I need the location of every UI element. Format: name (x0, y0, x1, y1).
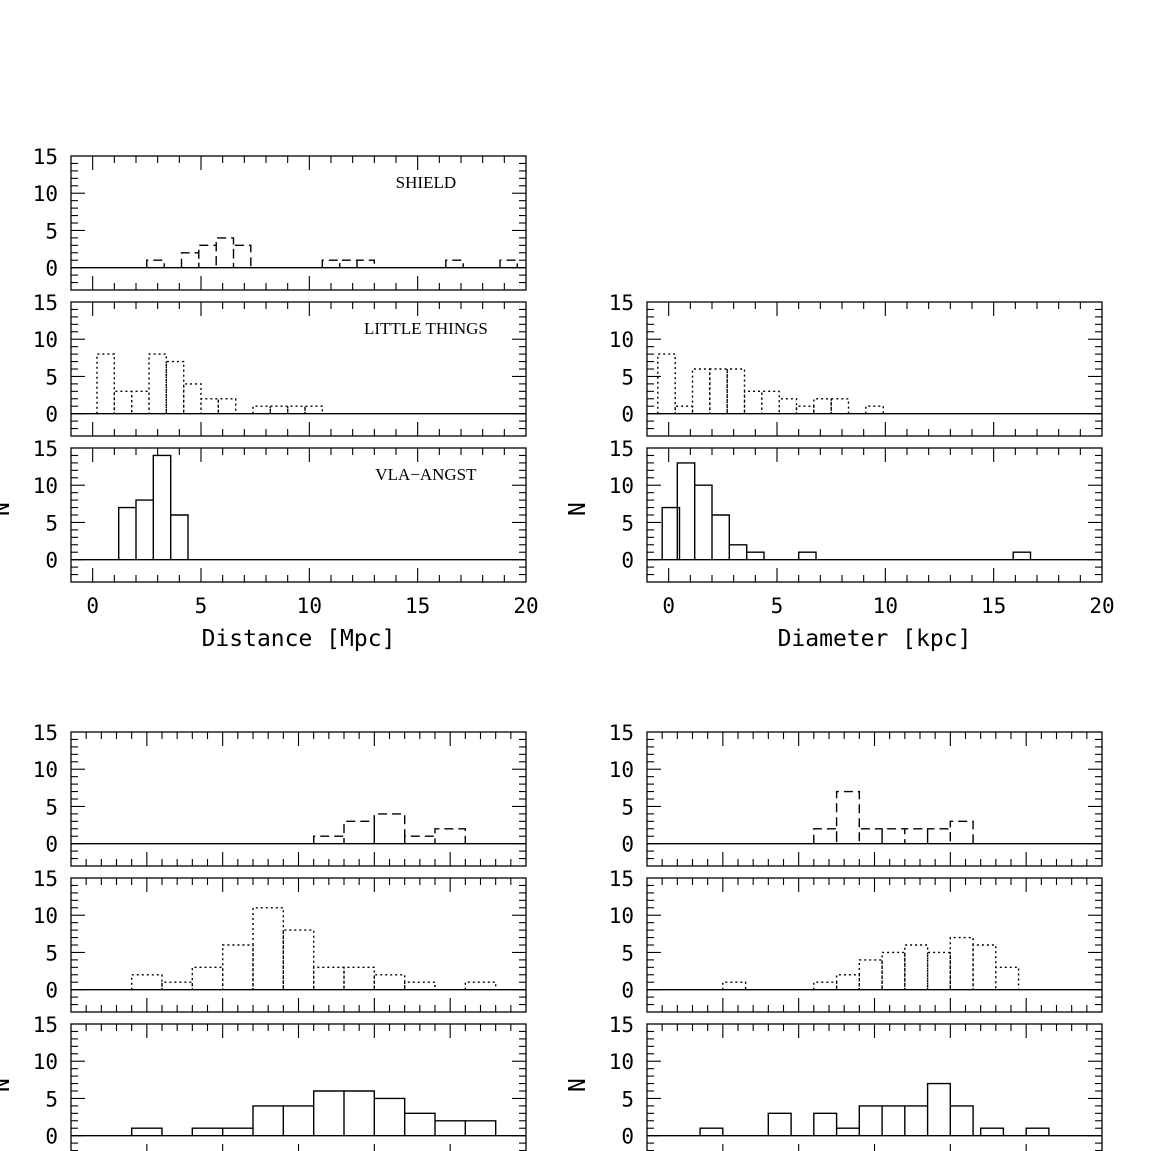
panel-bottom-left-1: 0 5 10 15 (33, 721, 527, 867)
histogram-series (131, 1090, 497, 1136)
y-tick-label: 10 (609, 328, 634, 352)
y-tick-label: 15 (33, 1013, 58, 1037)
x-tick-label: 20 (1089, 594, 1114, 618)
y-tick-label: 15 (609, 721, 634, 745)
panel-title: VLA−ANGST (375, 465, 477, 484)
chart-diameter: 0 5 10 15 0 5 10 15 0 5 10 15 20 Diameter [kpc] N (565, 291, 1115, 652)
y-axis-title: N (0, 1078, 15, 1092)
y-tick-label: 10 (609, 904, 634, 928)
panel-distance-1: 0 5 10 15 SHIELD (33, 145, 527, 291)
x-tick-label: 5 (195, 594, 208, 618)
y-tick-label: 10 (33, 328, 58, 352)
y-tick-label: 0 (45, 403, 58, 427)
y-tick-label: 5 (621, 941, 634, 965)
y-tick-label: 5 (621, 365, 634, 389)
y-tick-label: 0 (45, 1125, 58, 1149)
y-tick-label: 15 (33, 437, 58, 461)
y-tick-label: 10 (609, 758, 634, 782)
y-tick-label: 0 (621, 979, 634, 1003)
histogram-series (118, 454, 189, 560)
y-tick-label: 10 (609, 1050, 634, 1074)
panel-frame (646, 1023, 1103, 1151)
y-tick-label: 5 (45, 219, 58, 243)
chart-bottom-left: 0 5 10 15 0 5 10 15 0 5 10 15 N (0, 721, 527, 1151)
panel-frame (646, 877, 1103, 1013)
histogram-series (722, 936, 1020, 990)
y-tick-label: 5 (45, 1087, 58, 1111)
y-tick-label: 15 (609, 1013, 634, 1037)
histogram-series (131, 907, 497, 990)
y-tick-label: 0 (45, 833, 58, 857)
y-tick-label: 5 (621, 795, 634, 819)
y-axis-title: N (565, 1078, 591, 1092)
histogram-series (813, 790, 974, 844)
y-tick-label: 5 (45, 511, 58, 535)
x-tick-label: 20 (513, 594, 538, 618)
y-tick-label: 0 (45, 257, 58, 281)
x-tick-label: 5 (771, 594, 784, 618)
y-tick-label: 10 (609, 474, 634, 498)
panel-bottom-left-2: 0 5 10 15 (33, 867, 527, 1013)
y-tick-label: 15 (33, 867, 58, 891)
panel-frame (70, 731, 527, 867)
y-tick-label: 15 (609, 437, 634, 461)
y-tick-label: 5 (45, 365, 58, 389)
panel-bottom-left-3: 0 5 10 15 (33, 1013, 527, 1151)
y-tick-label: 15 (609, 291, 634, 315)
y-tick-label: 15 (609, 867, 634, 891)
panel-bottom-right-2: 0 5 10 15 (609, 867, 1103, 1013)
histogram-series (313, 813, 466, 844)
y-tick-label: 0 (45, 979, 58, 1003)
chart-distance: 0 5 10 15 SHIELD 0 5 10 15 LITTLE THINGS 0 5 10 15 VLA… (0, 145, 539, 652)
x-tick-label: 10 (873, 594, 898, 618)
x-axis-title: Distance [Mpc] (202, 626, 396, 652)
histogram-series (661, 462, 1032, 560)
y-tick-label: 15 (33, 145, 58, 169)
x-tick-label: 15 (405, 594, 430, 618)
y-tick-label: 15 (33, 721, 58, 745)
panel-frame (646, 731, 1103, 867)
panel-diameter-1: 0 5 10 15 (609, 291, 1103, 437)
y-tick-label: 5 (621, 1087, 634, 1111)
histogram-series (96, 353, 323, 414)
panel-frame (70, 1023, 527, 1151)
y-tick-label: 10 (33, 474, 58, 498)
panel-title: SHIELD (396, 173, 456, 192)
y-axis-title: N (565, 502, 591, 516)
chart-bottom-right: 0 5 10 15 0 5 10 15 0 5 10 15 N (565, 721, 1103, 1151)
y-tick-label: 10 (33, 758, 58, 782)
panel-bottom-right-3: 0 5 10 15 (609, 1013, 1103, 1151)
panel-frame (70, 877, 527, 1013)
histogram-series (657, 353, 884, 414)
y-tick-label: 0 (621, 833, 634, 857)
panel-distance-2: 0 5 10 15 LITTLE THINGS (33, 291, 527, 437)
y-tick-label: 5 (45, 795, 58, 819)
histogram-series (146, 237, 518, 268)
y-tick-label: 0 (621, 549, 634, 573)
histogram-series (699, 1082, 1050, 1136)
y-tick-label: 5 (45, 941, 58, 965)
panel-frame (70, 155, 527, 291)
y-tick-label: 10 (33, 904, 58, 928)
x-axis-title: Diameter [kpc] (778, 626, 972, 652)
x-tick-label: 0 (86, 594, 99, 618)
y-tick-label: 15 (33, 291, 58, 315)
y-tick-label: 10 (33, 1050, 58, 1074)
panel-diameter-2: 0 5 10 15 (609, 437, 1103, 583)
y-tick-label: 10 (33, 182, 58, 206)
x-tick-label: 15 (981, 594, 1006, 618)
x-tick-label: 0 (662, 594, 675, 618)
y-tick-label: 5 (621, 511, 634, 535)
x-tick-label: 10 (297, 594, 322, 618)
panel-bottom-right-1: 0 5 10 15 (609, 721, 1103, 867)
panel-distance-3: 0 5 10 15 VLA−ANGST (33, 437, 527, 583)
panel-title: LITTLE THINGS (364, 319, 488, 338)
y-tick-label: 0 (45, 549, 58, 573)
y-tick-label: 0 (621, 1125, 634, 1149)
y-axis-title: N (0, 502, 15, 516)
y-tick-label: 0 (621, 403, 634, 427)
